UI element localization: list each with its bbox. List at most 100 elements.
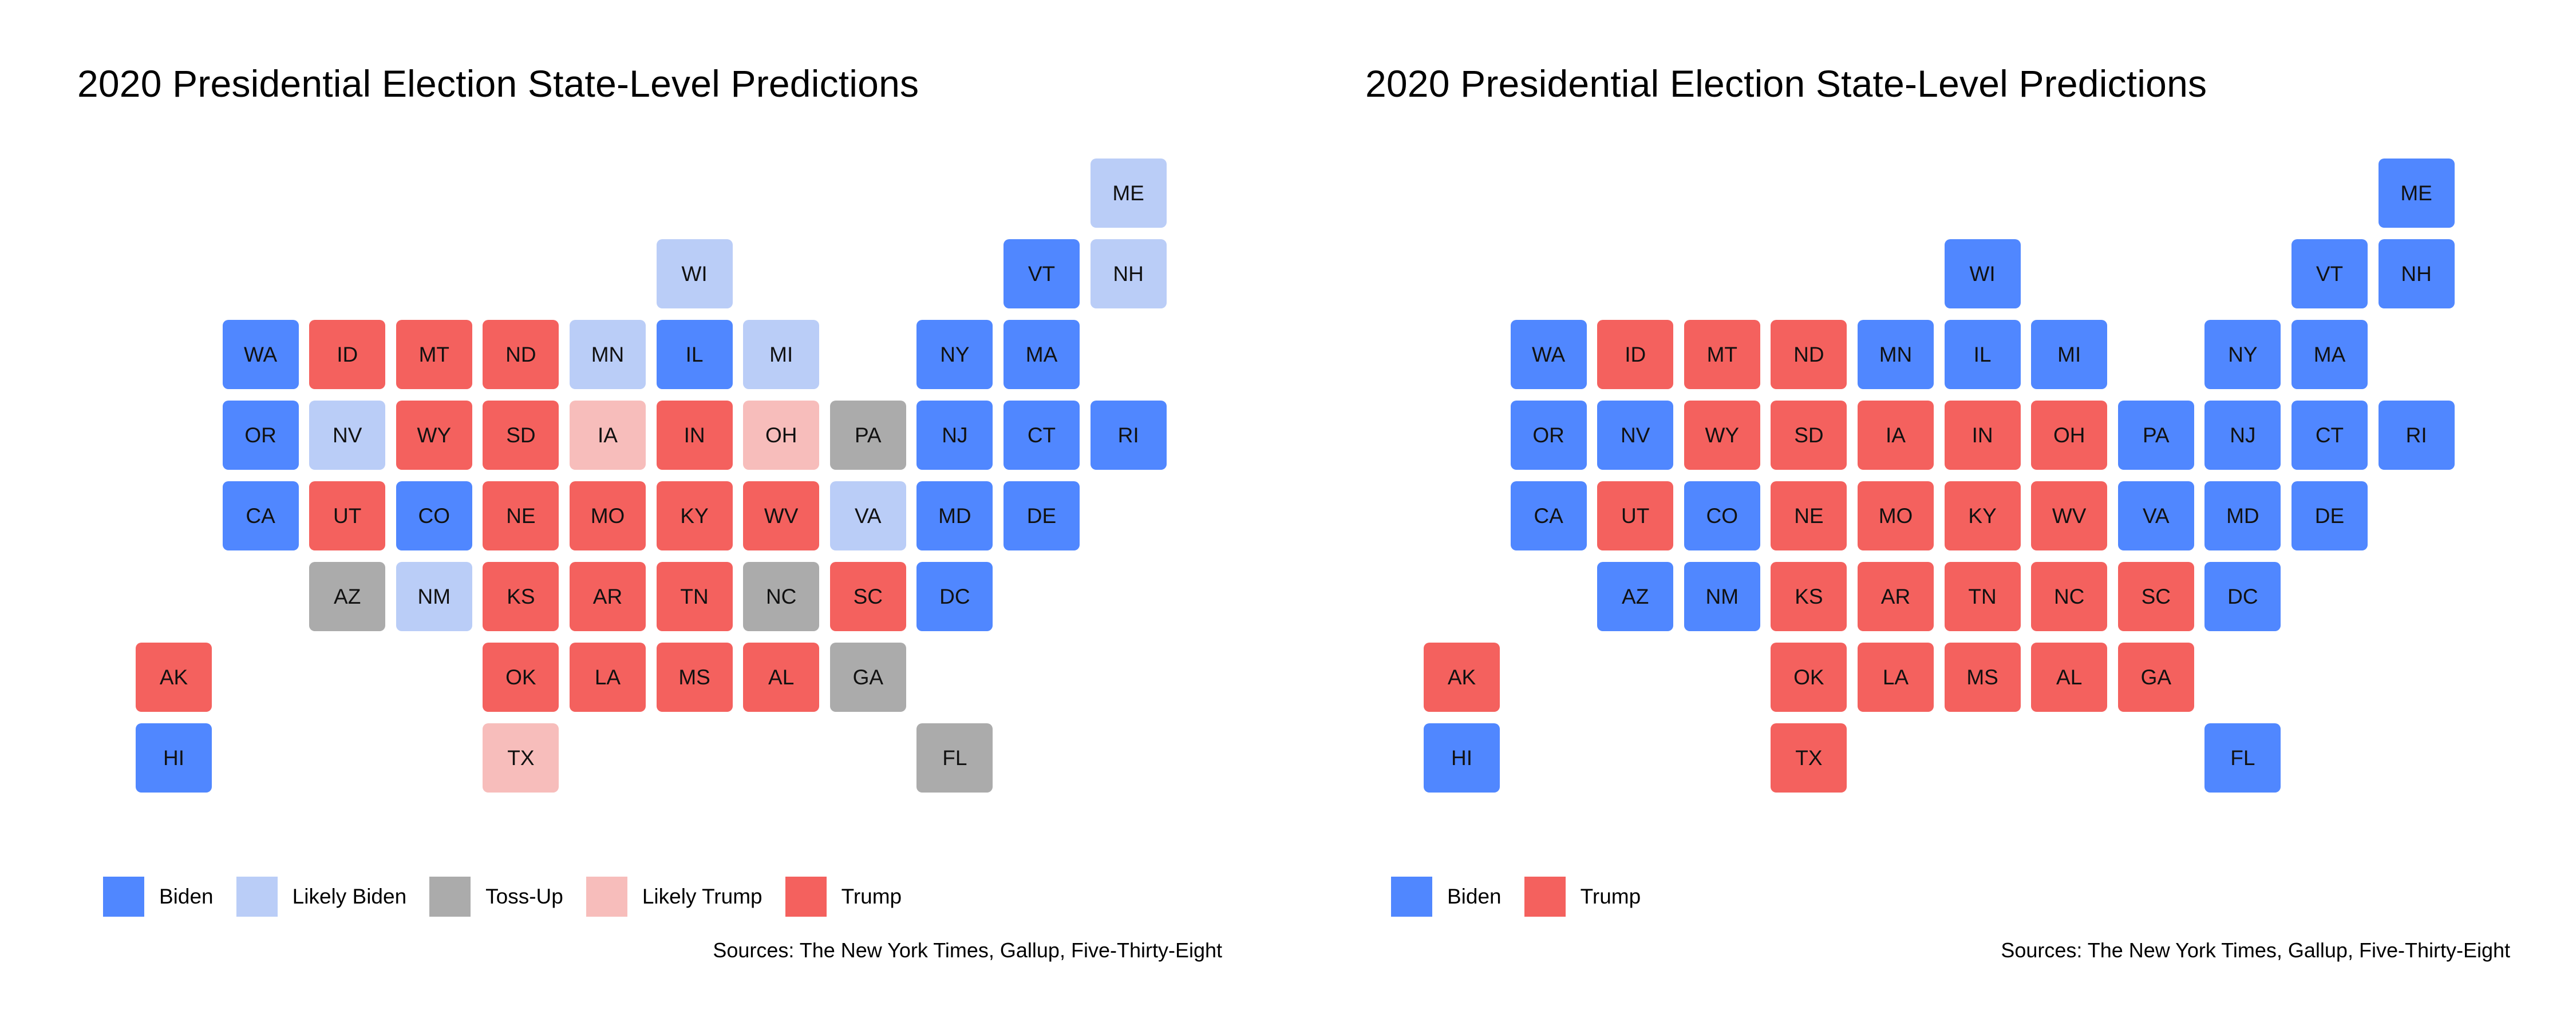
state-tile-md: MD	[2204, 481, 2281, 550]
state-tile-ms: MS	[656, 643, 733, 712]
state-tile-ak: AK	[136, 643, 212, 712]
state-tile-tn: TN	[1944, 562, 2021, 631]
legend-item: Likely Biden	[236, 877, 407, 917]
state-tile-nv: NV	[1597, 401, 1674, 470]
state-tile-ok: OK	[483, 643, 559, 712]
state-tile-nc: NC	[743, 562, 820, 631]
legend-item: Trump	[1524, 877, 1641, 917]
state-tile-ri: RI	[1090, 401, 1167, 470]
state-tile-tn: TN	[656, 562, 733, 631]
state-tile-nc: NC	[2031, 562, 2108, 631]
state-tile-nj: NJ	[2204, 401, 2281, 470]
state-tile-in: IN	[1944, 401, 2021, 470]
state-tile-ga: GA	[829, 643, 906, 712]
state-tile-la: LA	[570, 643, 646, 712]
state-tile-me: ME	[2378, 159, 2455, 228]
state-tile-ia: IA	[570, 401, 646, 470]
state-tile-az: AZ	[1597, 562, 1674, 631]
state-tile-ks: KS	[483, 562, 559, 631]
state-tile-map: ME WI VT NH WA ID MT ND MN IL MI NY MA OR NV WY SD IA IN OH…	[1288, 0, 2576, 830]
chart-title: 2020 Presidential Election State-Level P…	[1365, 62, 2207, 105]
state-tile-ky: KY	[1944, 481, 2021, 550]
state-tile-wa: WA	[1510, 320, 1587, 389]
state-tile-co: CO	[1684, 481, 1760, 550]
state-tile-va: VA	[2117, 481, 2194, 550]
state-tile-dc: DC	[2204, 562, 2281, 631]
state-tile-ia: IA	[1858, 401, 1934, 470]
state-tile-ma: MA	[2291, 320, 2368, 389]
state-tile-nm: NM	[396, 562, 472, 631]
state-tile-ok: OK	[1771, 643, 1847, 712]
legend-label: Trump	[1580, 885, 1641, 908]
state-tile-map: ME WI VT NH WA ID MT ND MN IL MI NY MA OR NV WY SD IA IN OH…	[0, 0, 1288, 830]
legend-swatch	[1391, 877, 1432, 917]
state-tile-nm: NM	[1684, 562, 1760, 631]
legend-swatch	[1524, 877, 1566, 917]
legend-label: Likely Biden	[292, 885, 407, 908]
state-tile-az: AZ	[309, 562, 386, 631]
legend-item: Toss-Up	[429, 877, 563, 917]
state-tile-fl: FL	[2204, 723, 2281, 793]
state-tile-ri: RI	[2378, 401, 2455, 470]
state-tile-fl: FL	[916, 723, 993, 793]
state-tile-md: MD	[916, 481, 993, 550]
state-tile-mi: MI	[2031, 320, 2108, 389]
predictions-panel: 2020 Presidential Election State-Level P…	[0, 0, 1288, 962]
legend-swatch	[429, 877, 471, 917]
state-tile-ct: CT	[2291, 401, 2368, 470]
state-tile-nh: NH	[1090, 239, 1167, 308]
state-tile-la: LA	[1858, 643, 1934, 712]
state-tile-ms: MS	[1944, 643, 2021, 712]
legend: Biden Likely Biden Toss-Up Likely Trump Trum…	[103, 877, 924, 917]
legend-item: Biden	[1391, 877, 1502, 917]
state-tile-de: DE	[1003, 481, 1080, 550]
state-tile-wi: WI	[656, 239, 733, 308]
state-tile-ks: KS	[1771, 562, 1847, 631]
state-tile-pa: PA	[829, 401, 906, 470]
state-tile-ma: MA	[1003, 320, 1080, 389]
state-tile-tx: TX	[1771, 723, 1847, 793]
legend-item: Biden	[103, 877, 214, 917]
legend-label: Toss-Up	[485, 885, 563, 908]
state-tile-or: OR	[1510, 401, 1587, 470]
legend-swatch	[586, 877, 627, 917]
legend: Biden Trump	[1391, 877, 1664, 917]
legend-label: Likely Trump	[642, 885, 762, 908]
state-tile-hi: HI	[1424, 723, 1500, 793]
state-tile-va: VA	[829, 481, 906, 550]
state-tile-ca: CA	[1510, 481, 1587, 550]
state-tile-wv: WV	[2031, 481, 2108, 550]
state-tile-ny: NY	[916, 320, 993, 389]
state-tile-dc: DC	[916, 562, 993, 631]
state-tile-ct: CT	[1003, 401, 1080, 470]
state-tile-sc: SC	[829, 562, 906, 631]
state-tile-nd: ND	[483, 320, 559, 389]
state-tile-il: IL	[656, 320, 733, 389]
legend-item: Trump	[785, 877, 902, 917]
state-tile-id: ID	[1597, 320, 1674, 389]
state-tile-nh: NH	[2378, 239, 2455, 308]
state-tile-wa: WA	[222, 320, 299, 389]
state-tile-al: AL	[743, 643, 820, 712]
state-tile-sd: SD	[1771, 401, 1847, 470]
legend-swatch	[103, 877, 144, 917]
state-tile-nj: NJ	[916, 401, 993, 470]
state-tile-de: DE	[2291, 481, 2368, 550]
sources-caption: Sources: The New York Times, Gallup, Fiv…	[2001, 938, 2510, 962]
state-tile-mn: MN	[570, 320, 646, 389]
state-tile-ne: NE	[483, 481, 559, 550]
state-tile-tx: TX	[483, 723, 559, 793]
state-tile-oh: OH	[743, 401, 820, 470]
state-tile-mn: MN	[1858, 320, 1934, 389]
state-tile-oh: OH	[2031, 401, 2108, 470]
legend-swatch	[785, 877, 827, 917]
legend-item: Likely Trump	[586, 877, 762, 917]
state-tile-me: ME	[1090, 159, 1167, 228]
state-tile-mo: MO	[1858, 481, 1934, 550]
state-tile-in: IN	[656, 401, 733, 470]
state-tile-ne: NE	[1771, 481, 1847, 550]
state-tile-il: IL	[1944, 320, 2021, 389]
state-tile-id: ID	[309, 320, 386, 389]
state-tile-co: CO	[396, 481, 472, 550]
state-tile-wv: WV	[743, 481, 820, 550]
